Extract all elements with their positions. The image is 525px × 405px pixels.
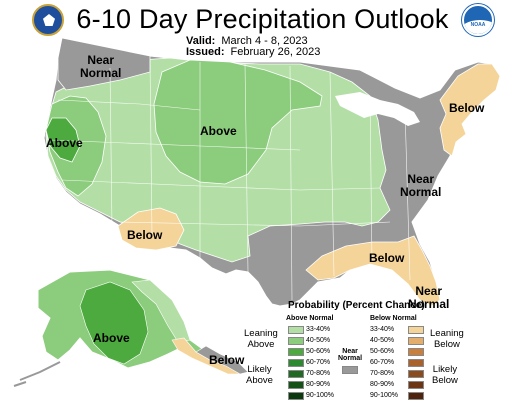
legend-near-header: Near Normal: [338, 348, 363, 362]
legend-below-swatch: [408, 381, 424, 389]
label-near-normal-east: Near Normal: [400, 172, 442, 199]
legend-likely-below: Likely Below: [432, 364, 458, 386]
legend-below-range-label: 90-100%: [370, 392, 399, 399]
alaska-near-normal-panhandle: [195, 345, 249, 375]
below-ne-region: [439, 63, 501, 157]
legend-below-swatch: [408, 392, 424, 400]
label-above-plains: Above: [200, 124, 237, 138]
legend-leaning-below: Leaning Below: [430, 328, 464, 350]
legend-below-range-label: 70-80%: [370, 370, 395, 377]
doc-seal-logo: [32, 4, 64, 36]
legend-above-swatch: [288, 370, 304, 378]
legend-below-range-label: 33-40%: [370, 326, 395, 333]
legend-title: Probability (Percent Chance): [288, 300, 425, 311]
noaa-wave-icon: [464, 20, 492, 34]
legend-above-range-label: 60-70%: [306, 359, 331, 366]
eagle-icon: [43, 14, 55, 26]
legend-above-swatch: [288, 326, 304, 334]
legend: Probability (Percent Chance) Above Norma…: [244, 300, 472, 404]
legend-above-swatch: [288, 359, 304, 367]
issued-label: Issued:: [186, 46, 225, 58]
legend-near-swatch: [342, 366, 358, 374]
valid-label: Valid:: [186, 35, 216, 47]
legend-below-range-label: 50-60%: [370, 348, 395, 355]
legend-below-range-label: 80-90%: [370, 381, 395, 388]
valid-row: Valid: March 4 - 8, 2023: [186, 35, 308, 47]
issued-row: Issued: February 26, 2023: [186, 46, 320, 58]
legend-above-range-label: 70-80%: [306, 370, 331, 377]
label-near-normal-nw: Near Normal: [80, 53, 122, 80]
above-50-60-ca-region: [45, 117, 81, 163]
below-sw-region: [117, 207, 185, 251]
legend-above-range-label: 40-50%: [306, 337, 331, 344]
issued-value: February 26, 2023: [230, 46, 321, 58]
legend-below-header: Below Normal: [370, 315, 417, 322]
label-below-ne: Below: [449, 101, 485, 115]
page-title: 6-10 Day Precipitation Outlook: [76, 4, 449, 34]
label-below-se: Below: [369, 251, 405, 265]
label-below-ak: Below: [209, 353, 245, 367]
legend-above-range-label: 90-100%: [306, 392, 335, 399]
label-below-sw: Below: [127, 228, 163, 242]
alaska-aleutians: [13, 361, 61, 387]
legend-above-swatch: [288, 348, 304, 356]
legend-above-swatch: [288, 392, 304, 400]
legend-above-swatch: [288, 337, 304, 345]
above-40-50-plains-region: [153, 59, 323, 185]
legend-leaning-above: Leaning Above: [244, 328, 278, 350]
legend-below-swatch: [408, 348, 424, 356]
label-above-ak: Above: [93, 331, 130, 345]
legend-above-header: Above Normal: [286, 315, 334, 322]
noaa-logo-text: NOAA: [470, 22, 486, 28]
legend-below-swatch: [408, 370, 424, 378]
legend-below-swatch: [408, 359, 424, 367]
label-above-ca: Above: [46, 136, 83, 150]
legend-below-swatch: [408, 326, 424, 334]
legend-above-range-label: 80-90%: [306, 381, 331, 388]
legend-above-range-label: 33-40%: [306, 326, 331, 333]
great-lakes: [335, 92, 420, 126]
legend-below-range-label: 60-70%: [370, 359, 395, 366]
valid-value: March 4 - 8, 2023: [221, 35, 308, 47]
legend-above-swatch: [288, 381, 304, 389]
alaska-above-50-60: [79, 281, 149, 365]
state-borders: [49, 59, 411, 301]
legend-likely-above: Likely Above: [246, 364, 273, 386]
legend-below-swatch: [408, 337, 424, 345]
noaa-logo: NOAA: [462, 4, 494, 36]
legend-above-range-label: 50-60%: [306, 348, 331, 355]
legend-below-range-label: 40-50%: [370, 337, 395, 344]
label-near-normal-fl: Near Normal: [408, 284, 450, 311]
